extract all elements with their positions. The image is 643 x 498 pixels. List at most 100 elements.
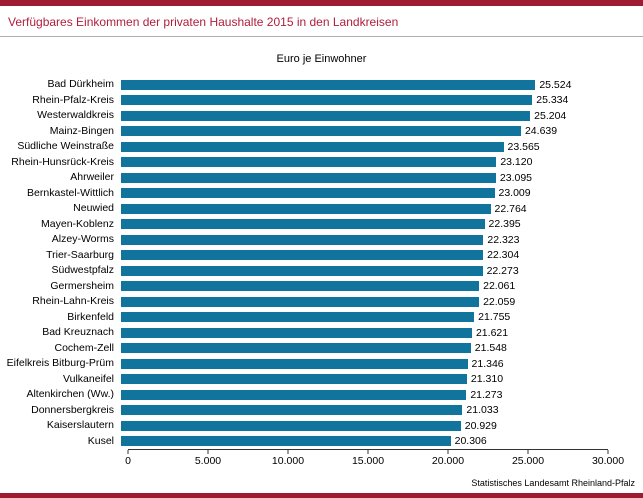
bar xyxy=(121,405,463,416)
x-axis-tick xyxy=(527,450,529,454)
bar-track: 21.346 xyxy=(121,356,608,372)
chart-row: Südliche Weinstraße 23.565 xyxy=(0,139,643,155)
bar xyxy=(121,358,468,369)
x-axis-tick xyxy=(367,450,369,454)
value-label: 21.621 xyxy=(475,326,509,339)
chart-row: Kaiserslautern 20.929 xyxy=(0,418,643,434)
bar-track: 23.095 xyxy=(121,170,608,186)
x-axis-tick-label: 20.000 xyxy=(431,455,465,467)
category-label: Altenkirchen (Ww.) xyxy=(26,388,114,400)
bar xyxy=(121,157,497,168)
value-label: 22.061 xyxy=(483,280,516,293)
x-axis: 0 5.000 10.000 15.000 20.000 25.000 30.000 xyxy=(125,450,624,470)
category-label: Eifelkreis Bitburg-Prüm xyxy=(6,357,114,369)
chart-row: Alzey-Worms 22.323 xyxy=(0,232,643,248)
category-label: Kusel xyxy=(87,434,114,447)
chart-row: Kusel 20.306 xyxy=(0,434,643,450)
x-axis-tick xyxy=(447,450,449,454)
bar xyxy=(121,110,531,121)
chart-row: Mayen-Koblenz 22.395 xyxy=(0,217,643,233)
chart-row: Westerwaldkreis 25.204 xyxy=(0,108,643,124)
value-label: 21.033 xyxy=(466,404,499,417)
bar xyxy=(121,172,496,183)
bar-chart: Euro je Einwohner Bad Dürkheim 25.524 Rhei… xyxy=(0,53,643,470)
bar-track: 24.639 xyxy=(121,124,608,140)
bar-track: 22.323 xyxy=(121,232,608,248)
bar-track: 21.755 xyxy=(121,310,608,326)
category-label: Rhein-Hunsrück-Kreis xyxy=(11,155,114,168)
value-label: 23.009 xyxy=(498,187,531,200)
top-accent-bar xyxy=(0,0,643,6)
chart-row: Birkenfeld 21.755 xyxy=(0,310,643,326)
category-label: Cochem-Zell xyxy=(54,341,114,354)
bar-track: 22.061 xyxy=(121,279,608,295)
value-label: 25.334 xyxy=(536,94,569,107)
bar xyxy=(121,188,495,199)
x-axis-tick-label: 30.000 xyxy=(591,455,625,467)
bar xyxy=(121,327,472,338)
category-label: Mayen-Koblenz xyxy=(41,217,114,230)
value-label: 25.204 xyxy=(534,109,567,122)
value-label: 20.306 xyxy=(454,435,487,448)
bar xyxy=(121,436,451,447)
bar-track: 22.395 xyxy=(121,217,608,233)
value-label: 24.639 xyxy=(524,125,558,138)
value-label: 21.548 xyxy=(474,342,507,355)
bar-track: 25.334 xyxy=(121,93,608,109)
category-label: Bad Dürkheim xyxy=(47,78,114,90)
bar-track: 21.621 xyxy=(121,325,608,341)
bar-track: 22.304 xyxy=(121,248,608,264)
category-label: Ahrweiler xyxy=(70,171,114,183)
bar-track: 25.204 xyxy=(121,108,608,124)
chart-row: Bad Kreuznach 21.621 xyxy=(0,325,643,341)
bar xyxy=(121,265,483,276)
bar xyxy=(121,312,475,323)
chart-row: Rhein-Lahn-Kreis 22.059 xyxy=(0,294,643,310)
bar xyxy=(121,374,467,385)
category-label: Bad Kreuznach xyxy=(42,326,114,338)
bar-track: 23.120 xyxy=(121,155,608,171)
category-label: Germersheim xyxy=(50,279,114,292)
bar xyxy=(121,420,461,431)
value-label: 21.755 xyxy=(478,311,511,324)
category-label: Südliche Weinstraße xyxy=(17,140,114,152)
bar-track: 20.306 xyxy=(121,434,608,450)
category-label: Donnersbergkreis xyxy=(31,403,114,416)
bar xyxy=(121,126,521,137)
header-divider xyxy=(0,36,643,37)
bar-track: 20.929 xyxy=(121,418,608,434)
chart-row: Südwestpfalz 22.273 xyxy=(0,263,643,279)
category-label: Westerwaldkreis xyxy=(37,109,114,121)
x-axis-tick-label: 5.000 xyxy=(194,455,222,467)
x-axis-tick xyxy=(127,450,129,454)
chart-row: Trier-Saarburg 22.304 xyxy=(0,248,643,264)
chart-row: Bernkastel-Wittlich 23.009 xyxy=(0,186,643,202)
source-label: Statistisches Landesamt Rheinland-Pfalz xyxy=(471,478,635,488)
category-label: Rhein-Lahn-Kreis xyxy=(32,295,114,307)
chart-row: Altenkirchen (Ww.) 21.273 xyxy=(0,387,643,403)
chart-row: Bad Dürkheim 25.524 xyxy=(0,77,643,93)
bottom-accent-bar xyxy=(0,493,643,498)
value-label: 22.395 xyxy=(488,218,521,231)
value-label: 22.323 xyxy=(487,233,520,246)
category-label: Alzey-Worms xyxy=(51,233,114,245)
bar xyxy=(121,296,480,307)
x-axis-tick xyxy=(607,450,609,454)
chart-row: Vulkaneifel 21.310 xyxy=(0,372,643,388)
chart-row: Rhein-Pfalz-Kreis 25.334 xyxy=(0,93,643,109)
bar-track: 21.273 xyxy=(121,387,608,403)
chart-row: Germersheim 22.061 xyxy=(0,279,643,295)
x-axis-tick-label: 10.000 xyxy=(271,455,305,467)
chart-row: Cochem-Zell 21.548 xyxy=(0,341,643,357)
chart-rows: Bad Dürkheim 25.524 Rhein-Pfalz-Kreis 25.33… xyxy=(0,77,643,449)
x-axis-tick xyxy=(287,450,289,454)
value-label: 20.929 xyxy=(464,419,497,432)
x-axis-tick xyxy=(207,450,209,454)
bar xyxy=(121,281,480,292)
value-label: 22.059 xyxy=(483,295,516,308)
bar xyxy=(121,389,467,400)
bar-track: 23.009 xyxy=(121,186,608,202)
value-label: 21.346 xyxy=(471,357,504,370)
bar xyxy=(121,95,533,106)
x-axis-tick-label: 15.000 xyxy=(351,455,385,467)
